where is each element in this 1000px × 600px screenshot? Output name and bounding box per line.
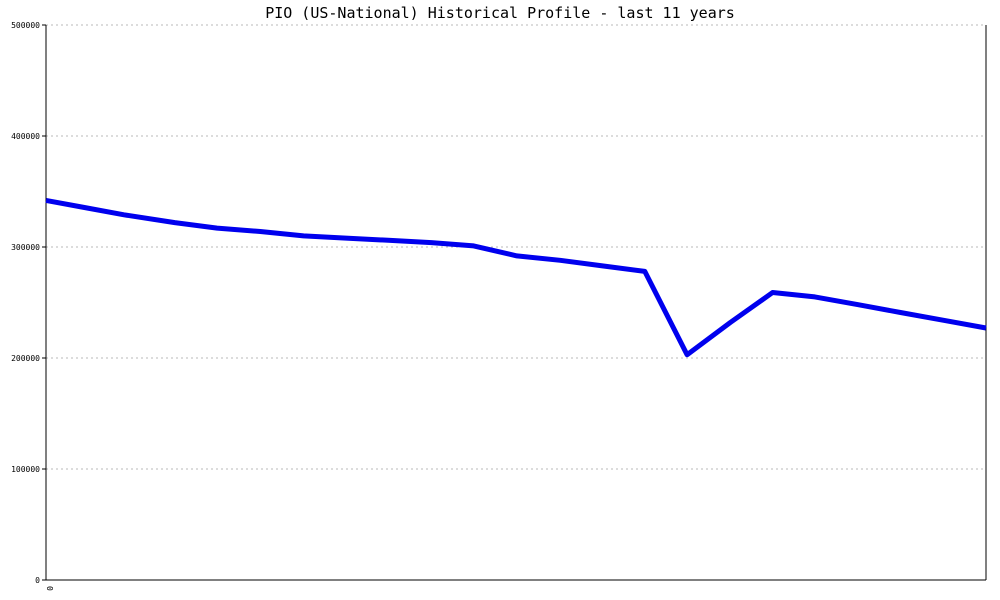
x-tick-label: 0 xyxy=(45,586,54,591)
y-tick-labels: 0 100000 200000 300000 400000 500000 xyxy=(11,21,46,585)
x-tick-labels: 0 xyxy=(45,586,54,591)
chart-title: PIO (US-National) Historical Profile - l… xyxy=(265,4,735,22)
y-tick-label: 0 xyxy=(35,576,40,585)
axes xyxy=(45,25,987,581)
y-tick-label: 400000 xyxy=(11,132,40,141)
grid-lines xyxy=(46,24,986,470)
y-tick-label: 100000 xyxy=(11,465,40,474)
y-tick-label: 500000 xyxy=(11,21,40,30)
y-tick-label: 300000 xyxy=(11,243,40,252)
y-tick-label: 200000 xyxy=(11,354,40,363)
series-line-0 xyxy=(45,197,987,358)
series-layer xyxy=(45,197,987,358)
